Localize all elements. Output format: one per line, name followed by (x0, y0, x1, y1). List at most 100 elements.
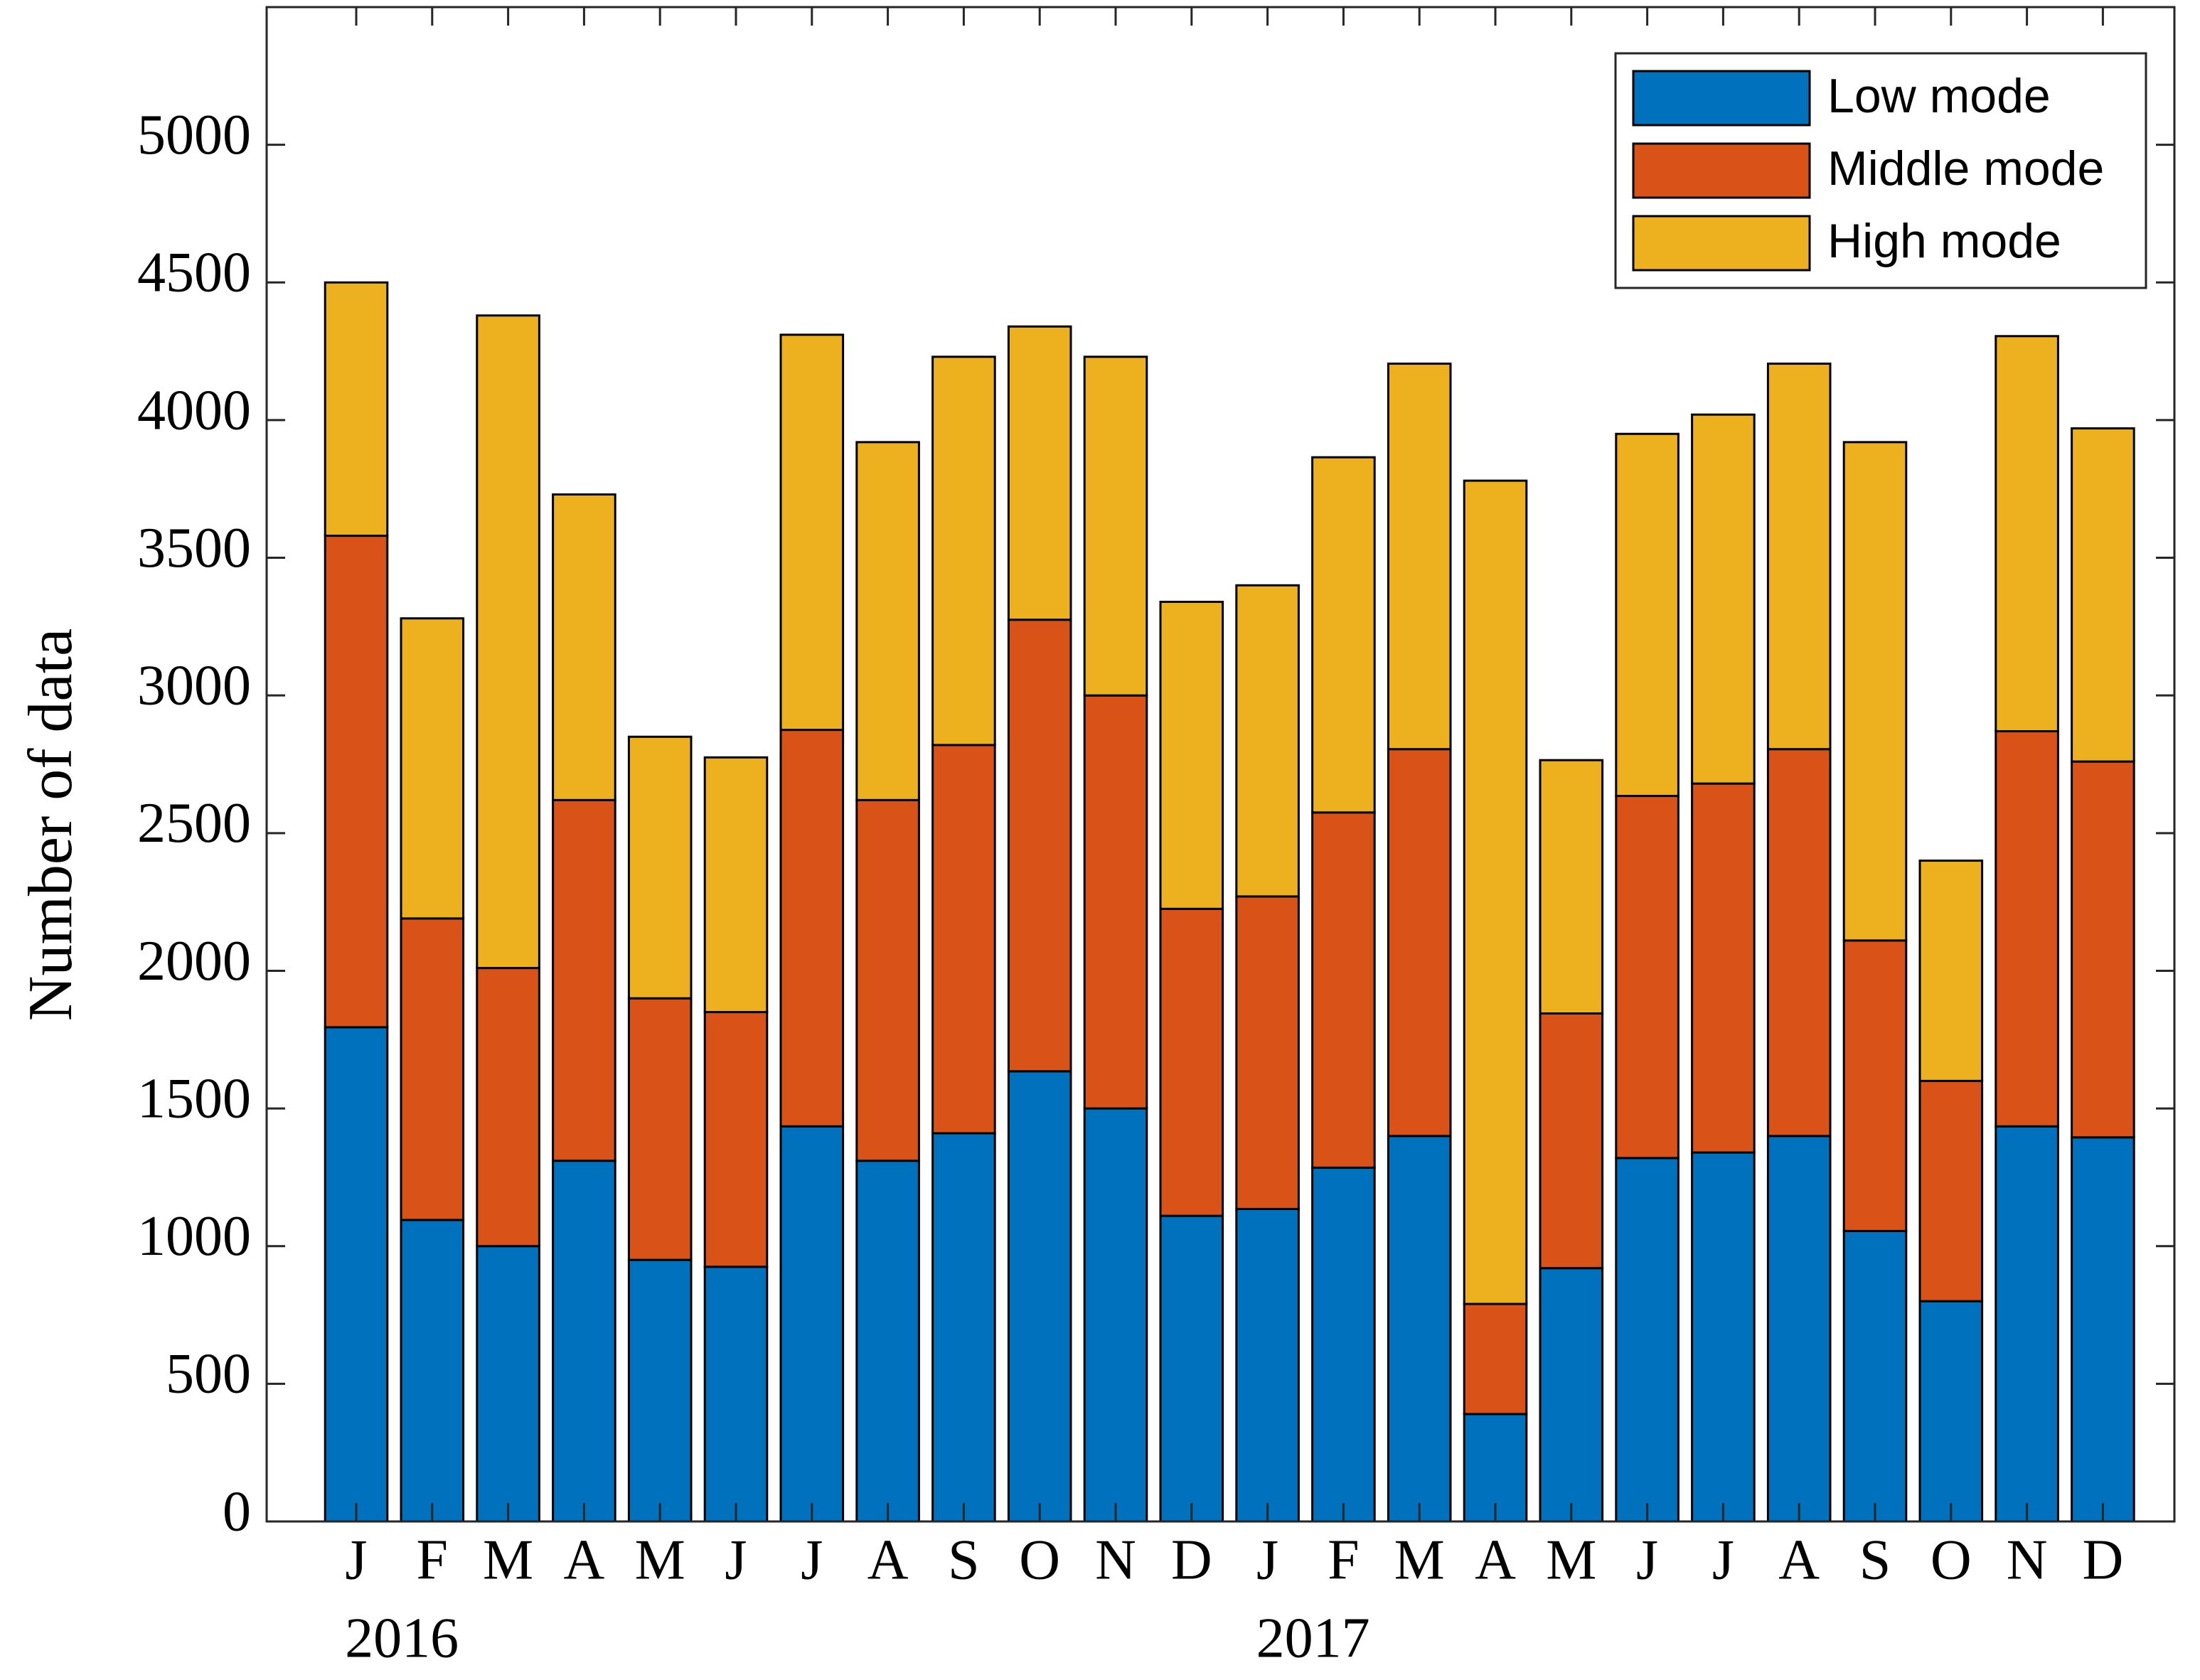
x-tick-label: S (1859, 1529, 1891, 1591)
x-tick-label: A (867, 1529, 909, 1591)
bar-segment (1311, 456, 1376, 814)
bar-segment (1539, 1012, 1604, 1270)
y-tick-label: 4000 (137, 379, 251, 442)
legend: Low mode Middle mode High mode (1614, 52, 2147, 289)
y-tick-label: 4500 (137, 242, 251, 304)
bar-segment (400, 917, 465, 1221)
bar-segment (1007, 325, 1072, 621)
bar-segment (1007, 1070, 1072, 1523)
x-tick-label: M (1394, 1529, 1445, 1591)
x-tick-label: O (1019, 1529, 1060, 1591)
bar-segment (1766, 1135, 1832, 1523)
bar-segment (779, 333, 845, 732)
year-label: 2016 (345, 1607, 459, 1669)
legend-label: High mode (1827, 214, 2061, 268)
bar-segment (1766, 363, 1832, 751)
x-tick-label: N (1095, 1529, 1136, 1591)
bar-segment (855, 441, 920, 801)
bar-segment (1083, 355, 1148, 697)
bar-segment (1995, 1125, 2059, 1523)
bar-segment (1083, 1107, 1148, 1523)
bar-segment (2071, 1136, 2135, 1523)
bar-segment (931, 355, 996, 747)
bar-segment (1766, 748, 1832, 1138)
x-tick-label: J (1712, 1529, 1734, 1591)
x-tick-label: S (948, 1529, 980, 1591)
x-tick-label: J (345, 1529, 367, 1591)
bar-segment (1007, 619, 1072, 1073)
bar-segment (1995, 335, 2059, 733)
x-tick-label: J (801, 1529, 823, 1591)
bar-segment (627, 1258, 693, 1523)
legend-swatch (1632, 215, 1811, 272)
bar-segment (1995, 730, 2059, 1128)
bar-segment (1918, 1079, 1984, 1302)
bar-segment (1159, 601, 1224, 910)
x-tick-label: J (725, 1529, 747, 1591)
y-tick-label: 500 (166, 1343, 251, 1406)
bar-segment (1387, 363, 1452, 751)
bar-segment (324, 281, 389, 537)
bar-segment (1691, 413, 1756, 785)
bar-segment (1463, 1302, 1528, 1416)
bar-segment (1615, 795, 1680, 1160)
bar-segment (476, 314, 540, 970)
bar-segment (552, 493, 616, 801)
bar-segment (476, 967, 540, 1248)
bar-segment (1311, 811, 1376, 1169)
x-tick-label: J (1256, 1529, 1278, 1591)
bar-segment (703, 1266, 769, 1523)
y-tick-label: 2000 (137, 930, 251, 993)
bar-segment (855, 798, 920, 1162)
bar-segment (1311, 1166, 1376, 1523)
bar-segment (1842, 1229, 1908, 1523)
bar-segment (1387, 748, 1452, 1138)
bar-segment (627, 997, 693, 1261)
bar-segment (703, 1011, 769, 1268)
bar-segment (1235, 895, 1300, 1210)
bar-segment (1842, 939, 1908, 1232)
legend-swatch (1632, 142, 1811, 199)
y-tick-label: 3500 (137, 517, 251, 579)
y-tick-label: 5000 (137, 104, 251, 166)
x-tick-label: M (1546, 1529, 1596, 1591)
bar-segment (855, 1160, 920, 1523)
bar-segment (779, 729, 845, 1128)
bar-segment (324, 535, 389, 1029)
y-tick-label: 0 (223, 1480, 251, 1543)
bar-segment (1918, 1300, 1984, 1523)
bar-segment (1235, 1207, 1300, 1523)
y-tick-label: 3000 (137, 655, 251, 717)
y-axis-label: Number of data (16, 628, 85, 1021)
bar-segment (476, 1245, 540, 1523)
bar-segment (1463, 479, 1528, 1305)
bar-segment (1691, 782, 1756, 1154)
legend-label: Middle mode (1827, 141, 2104, 196)
bar-segment (703, 756, 769, 1014)
bar-segment (1159, 907, 1224, 1217)
axes-box (265, 6, 2176, 1523)
bar-segment (779, 1125, 845, 1523)
bar-segment (400, 617, 465, 920)
x-tick-label: D (2083, 1529, 2124, 1591)
x-tick-label: F (417, 1529, 449, 1591)
bar-segment (931, 1132, 996, 1523)
bar-segment (1842, 441, 1908, 942)
bar-segment (552, 1160, 616, 1523)
y-tick-label: 2500 (137, 792, 251, 855)
bar-segment (931, 744, 996, 1135)
bar-segment (1918, 860, 1984, 1082)
x-tick-label: A (1778, 1529, 1820, 1591)
bar-segment (1539, 759, 1604, 1015)
x-tick-label: J (1636, 1529, 1658, 1591)
bar-segment (627, 735, 693, 1000)
x-tick-label: A (564, 1529, 605, 1591)
x-tick-label: M (483, 1529, 533, 1591)
year-label: 2017 (1256, 1607, 1370, 1669)
bar-segment (1615, 1157, 1680, 1523)
bar-segment (2071, 760, 2135, 1139)
x-tick-label: N (2007, 1529, 2048, 1591)
bar-segment (1539, 1267, 1604, 1523)
legend-swatch (1632, 70, 1811, 127)
